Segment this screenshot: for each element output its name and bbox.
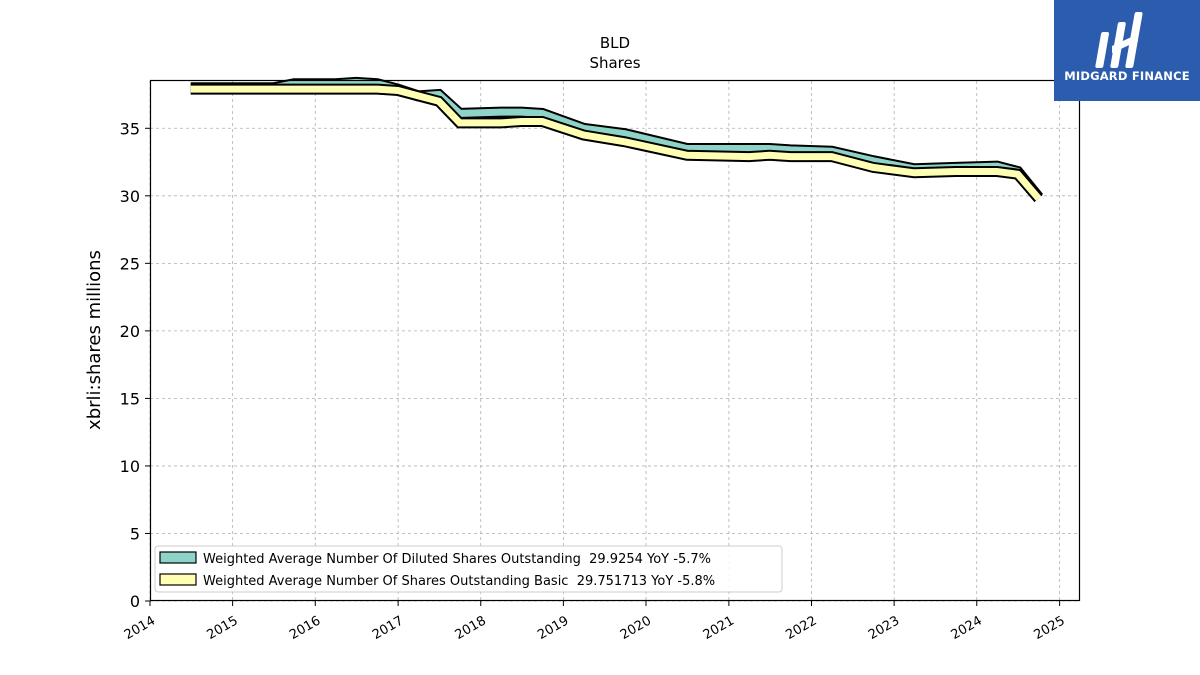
legend-label-diluted: Weighted Average Number Of Diluted Share…: [203, 552, 711, 567]
legend-box: [154, 545, 783, 593]
y-tick-label: 0: [130, 592, 140, 611]
midgard-finance-logo: MIDGARD FINANCE: [1054, 0, 1200, 101]
y-tick-label: 35: [120, 119, 140, 138]
y-tick-label: 25: [120, 254, 140, 273]
y-axis-label: xbrli:shares millions: [84, 250, 105, 430]
y-tick-label: 10: [120, 457, 140, 476]
x-axis: 2014 2015 2016 2017 2018 2019 2020 2021 2022 2023…: [122, 601, 1068, 643]
legend-swatch-diluted: [159, 551, 197, 564]
x-tick-label: 2024: [949, 613, 985, 643]
legend-label-basic: Weighted Average Number Of Shares Outsta…: [203, 574, 715, 589]
series-outline: [190, 83, 1043, 203]
x-tick-label: 2014: [122, 613, 158, 643]
logo-text: MIDGARD FINANCE: [1064, 69, 1190, 83]
y-tick-label: 20: [120, 322, 140, 341]
series-basic-shares: [190, 83, 1043, 203]
x-tick-label: 2015: [204, 613, 240, 643]
series-layer: [190, 76, 1043, 203]
x-tick-label: 2025: [1031, 613, 1067, 643]
chart-subtitle: Shares: [589, 54, 640, 72]
chart-title: BLD: [600, 34, 630, 52]
x-tick-label: 2021: [701, 613, 737, 643]
x-tick-label: 2016: [287, 613, 323, 643]
plot-frame: [149, 79, 1081, 602]
x-tick-label: 2019: [535, 613, 571, 643]
x-tick-label: 2022: [783, 613, 819, 643]
y-axis: 0 5 10 15 20 25 30 35: [120, 119, 150, 611]
series-line: [190, 85, 1042, 201]
x-tick-label: 2023: [866, 613, 902, 643]
y-tick-label: 30: [120, 187, 140, 206]
y-tick-label: 15: [120, 389, 140, 408]
grid-lines: [149, 81, 1080, 602]
x-tick-label: 2020: [618, 613, 654, 643]
x-tick-label: 2018: [453, 613, 489, 643]
y-tick-label: 5: [130, 524, 140, 543]
legend-swatch-basic: [159, 573, 197, 586]
x-tick-label: 2017: [370, 613, 406, 643]
logo-mark-icon: [1095, 12, 1143, 68]
legend: Weighted Average Number Of Diluted Share…: [154, 545, 783, 593]
